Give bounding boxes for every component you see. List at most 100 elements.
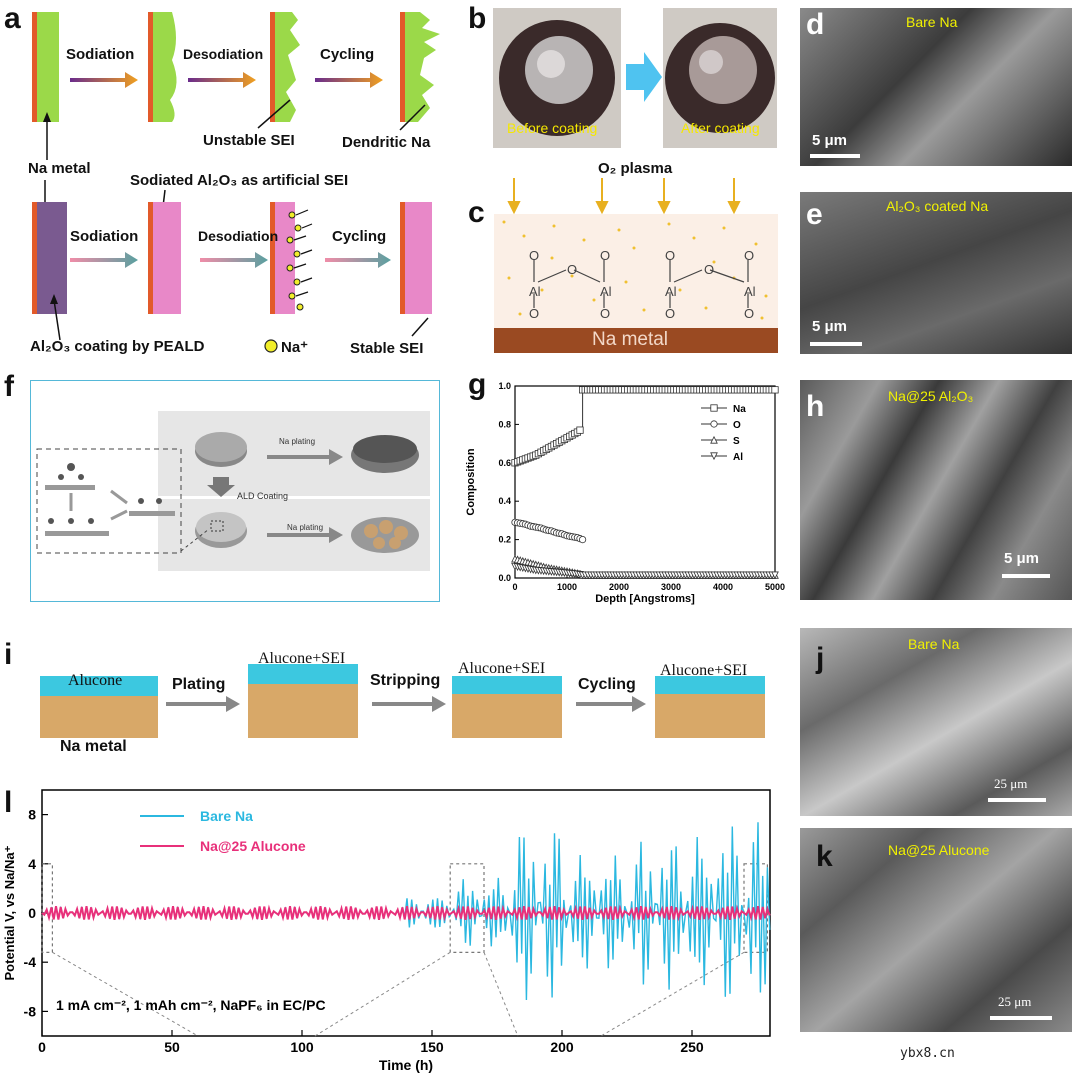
unstable-sei-label: Unstable SEI bbox=[203, 132, 295, 149]
panel-label-b: b bbox=[468, 2, 487, 35]
l-xlabel: Time (h) bbox=[379, 1057, 433, 1073]
g-legend-marker bbox=[710, 404, 718, 412]
f-na-plating-1: Na plating bbox=[279, 437, 316, 446]
d-scale-text: 5 μm bbox=[812, 132, 848, 149]
l-ylabel: Potential V, vs Na/Na⁺ bbox=[2, 845, 17, 980]
c-na-metal-label: Na metal bbox=[592, 329, 669, 350]
g-point-al bbox=[771, 571, 779, 580]
e-scalebar bbox=[810, 342, 862, 346]
c-o-6: O bbox=[665, 248, 676, 263]
photo-after-coating: After coating bbox=[663, 8, 777, 148]
dendritic-na-label: Dendritic Na bbox=[342, 134, 431, 151]
g-xtick-label: 0 bbox=[512, 582, 517, 592]
l-zoom-guide bbox=[314, 951, 451, 1037]
bottom-step-cycling: Cycling bbox=[332, 228, 387, 245]
g-point-na bbox=[771, 386, 779, 394]
l-xtick-label: 0 bbox=[38, 1039, 46, 1055]
panel-f-frame: Na plating ALD Coating Na plating bbox=[30, 380, 440, 602]
l-xtick-label: 50 bbox=[164, 1039, 180, 1055]
i-layer-1: Alucone+SEI bbox=[258, 650, 346, 667]
panel-label-c: c bbox=[468, 196, 485, 229]
c-o-4: O bbox=[600, 248, 611, 263]
g-ylabel: Composition bbox=[465, 448, 477, 515]
bottom-step-desodiation: Desodiation bbox=[198, 228, 279, 244]
top-step-cycling: Cycling bbox=[320, 46, 375, 63]
c-al-4: Al bbox=[744, 284, 756, 299]
g-ytick-label: 0.6 bbox=[498, 458, 511, 468]
o2-plasma-label: O₂ plasma bbox=[598, 160, 673, 177]
j-scale-text: 25 μm bbox=[994, 776, 1028, 791]
c-al-2: Al bbox=[600, 284, 612, 299]
after-coating-caption: After coating bbox=[681, 120, 760, 136]
l-legend-label-bare-na: Bare Na bbox=[200, 808, 253, 824]
i-step-stripping: Stripping bbox=[370, 672, 441, 689]
l-ytick-label: 8 bbox=[28, 807, 36, 823]
h-caption: Na@25 Al₂O₃ bbox=[888, 388, 974, 404]
g-legend-marker bbox=[710, 452, 718, 461]
arrow-icon bbox=[626, 52, 662, 102]
g-ytick-label: 0.0 bbox=[498, 573, 511, 583]
e-scale-text: 5 μm bbox=[812, 318, 848, 335]
c-al-1: Al bbox=[529, 284, 541, 299]
l-zoom-guide bbox=[600, 951, 745, 1037]
g-legend-label-na: Na bbox=[733, 404, 746, 415]
l-ytick-label: -8 bbox=[24, 1003, 37, 1019]
g-ytick-label: 0.4 bbox=[498, 496, 511, 506]
d-scalebar bbox=[810, 154, 860, 158]
i-layer-2: Alucone+SEI bbox=[458, 660, 546, 677]
panel-label-j: j bbox=[816, 642, 825, 675]
panel-label-k: k bbox=[816, 840, 833, 873]
g-legend-label-al: Al bbox=[733, 452, 743, 463]
i-layer-3: Alucone+SEI bbox=[660, 662, 748, 679]
panel-label-d: d bbox=[806, 8, 825, 41]
panel-f-diagram bbox=[36, 432, 419, 554]
e-caption: Al₂O₃ coated Na bbox=[886, 198, 989, 214]
f-na-plating-2: Na plating bbox=[287, 523, 324, 532]
before-coating-caption: Before coating bbox=[507, 120, 598, 136]
h-scale-text: 5 μm bbox=[1004, 550, 1040, 567]
panel-label-f: f bbox=[4, 370, 14, 403]
panel-label-g: g bbox=[468, 368, 487, 401]
l-legend-label-na25-alucone: Na@25 Alucone bbox=[200, 838, 306, 854]
top-step-sodiation: Sodiation bbox=[66, 46, 135, 63]
voltage-profile-chart: 0 50 100 150 200 250 -8 -4 0 4 8 Time (h) Potential … bbox=[2, 789, 771, 1073]
c-o-10: O bbox=[744, 306, 755, 321]
watermark: ybx8.cn bbox=[900, 1046, 955, 1061]
g-series-o bbox=[511, 518, 587, 544]
stable-sei-label: Stable SEI bbox=[350, 340, 424, 357]
g-xtick-label: 2000 bbox=[609, 582, 629, 592]
c-o-7: O bbox=[665, 306, 676, 321]
panel-c-diagram bbox=[494, 178, 778, 353]
g-xlabel: Depth [Angstroms] bbox=[595, 593, 695, 605]
sem-image-j: Bare Na 25 μm bbox=[800, 628, 1072, 816]
d-caption: Bare Na bbox=[906, 14, 958, 30]
g-xtick-label: 5000 bbox=[765, 582, 785, 592]
composition-chart: 0 1000 2000 3000 4000 5000 0.0 0.2 0.4 0.6 0.8 1.0 D… bbox=[465, 381, 785, 605]
g-legend-label-o: O bbox=[733, 420, 741, 431]
c-al-3: Al bbox=[665, 284, 677, 299]
j-caption: Bare Na bbox=[908, 636, 960, 652]
panel-a-diagram bbox=[32, 12, 440, 353]
c-o-2: O bbox=[529, 306, 540, 321]
panel-label-i: i bbox=[4, 638, 13, 671]
panel-label-l: l bbox=[4, 786, 13, 819]
k-caption: Na@25 Alucone bbox=[888, 842, 990, 858]
h-scalebar bbox=[1002, 574, 1050, 578]
l-xtick-label: 250 bbox=[680, 1039, 704, 1055]
c-o-1: O bbox=[529, 248, 540, 263]
l-xtick-label: 200 bbox=[550, 1039, 574, 1055]
na-ion-label: Na⁺ bbox=[281, 339, 309, 356]
g-point-o bbox=[579, 536, 587, 544]
g-ytick-label: 0.2 bbox=[498, 535, 511, 545]
top-step-desodiation: Desodiation bbox=[183, 46, 264, 62]
l-annotation: 1 mA cm⁻², 1 mAh cm⁻², NaPF₆ in EC/PC bbox=[56, 997, 326, 1013]
g-ytick-label: 1.0 bbox=[498, 381, 511, 391]
bottom-step-sodiation: Sodiation bbox=[70, 228, 139, 245]
panel-label-e: e bbox=[806, 198, 823, 231]
g-series-al bbox=[511, 562, 779, 580]
k-scale-text: 25 μm bbox=[998, 994, 1032, 1009]
sem-image-e: Al₂O₃ coated Na 5 μm bbox=[800, 192, 1072, 354]
g-xtick-label: 3000 bbox=[661, 582, 681, 592]
photo-before-coating: Before coating bbox=[493, 8, 621, 148]
coin-before-icon bbox=[499, 20, 615, 136]
